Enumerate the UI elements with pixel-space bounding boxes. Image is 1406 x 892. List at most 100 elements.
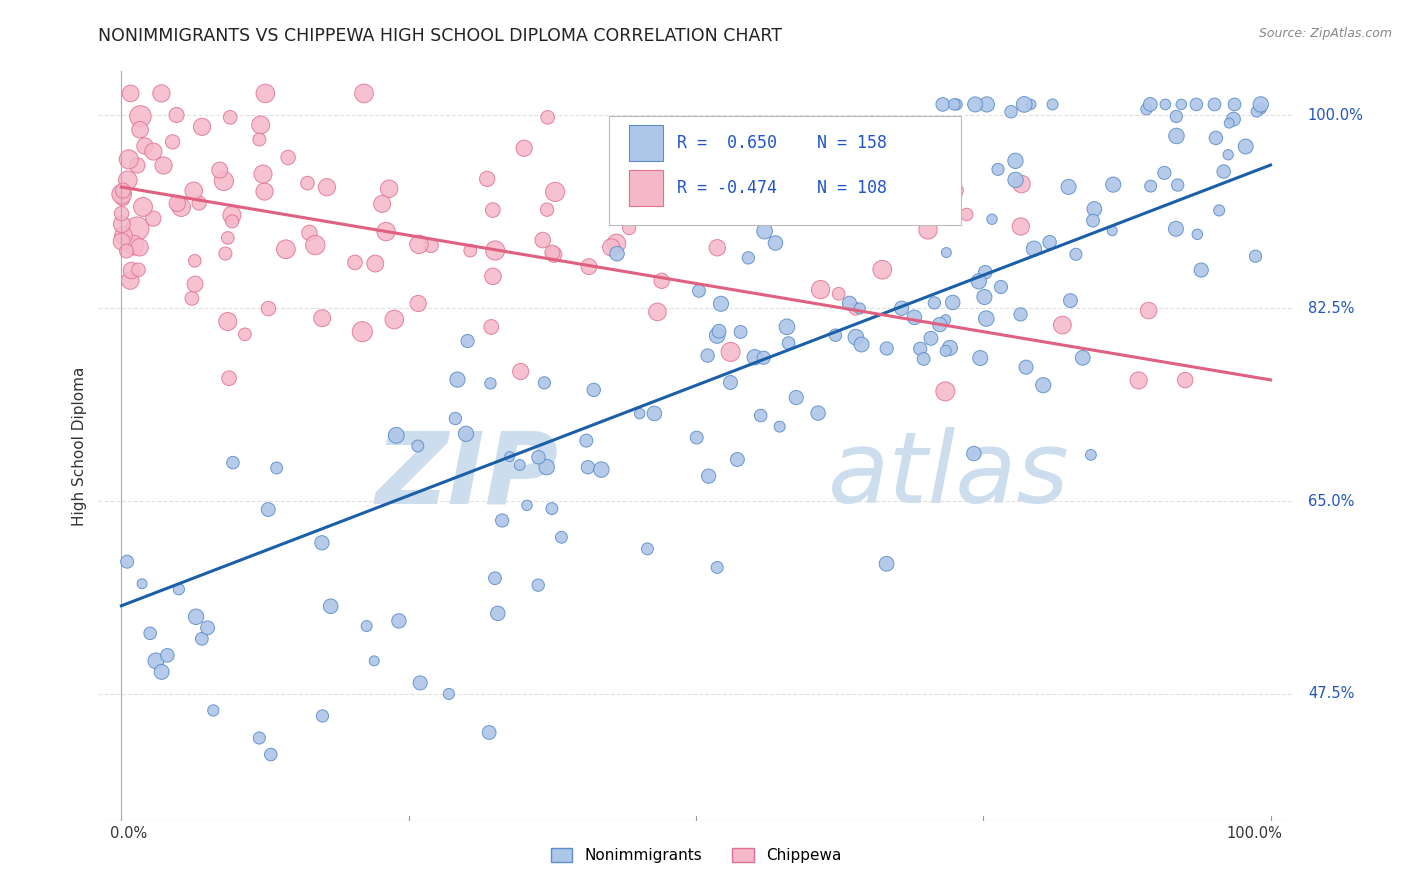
FancyBboxPatch shape [628, 125, 662, 161]
Point [536, 111, 558, 125]
Point [120, 87, 142, 101]
Point [810, 283, 832, 297]
Point [1218, 116, 1240, 130]
Point [848, 301, 870, 316]
Point [131, 576, 153, 591]
Point [943, 97, 966, 112]
Text: atlas: atlas [827, 427, 1069, 524]
Point [112, 185, 135, 199]
Point [409, 676, 432, 690]
Point [981, 212, 1004, 227]
Point [319, 599, 342, 614]
Point [527, 578, 550, 592]
Point [486, 607, 509, 621]
Point [202, 703, 225, 717]
Point [127, 221, 149, 235]
Point [343, 255, 366, 269]
Point [1167, 178, 1189, 192]
Point [479, 376, 502, 391]
Point [754, 224, 776, 238]
Point [406, 296, 429, 310]
Text: 47.5%: 47.5% [1308, 687, 1354, 701]
Point [1223, 97, 1246, 112]
Point [183, 184, 205, 198]
Point [605, 179, 627, 194]
Point [1250, 97, 1272, 112]
Point [1011, 177, 1033, 191]
Point [120, 273, 142, 287]
Point [208, 163, 231, 178]
Text: R =  0.650    N = 158: R = 0.650 N = 158 [676, 135, 887, 153]
Point [605, 236, 627, 251]
Point [375, 225, 398, 239]
Text: Source: ZipAtlas.com: Source: ZipAtlas.com [1258, 27, 1392, 40]
Point [686, 431, 709, 445]
Point [1234, 139, 1257, 153]
Point [1250, 102, 1272, 116]
Point [920, 331, 942, 345]
Point [696, 349, 718, 363]
Point [710, 297, 733, 311]
Point [388, 614, 411, 628]
Point [939, 341, 962, 355]
Point [1187, 227, 1209, 242]
Point [935, 245, 957, 260]
Point [437, 687, 460, 701]
Text: NONIMMIGRANTS VS CHIPPEWA HIGH SCHOOL DIPLOMA CORRELATION CHART: NONIMMIGRANTS VS CHIPPEWA HIGH SCHOOL DI… [98, 27, 782, 45]
Y-axis label: High School Diploma: High School Diploma [72, 367, 87, 525]
Point [725, 452, 748, 467]
Point [1218, 148, 1240, 162]
Point [188, 196, 211, 211]
Point [536, 202, 558, 217]
Point [274, 242, 297, 256]
Point [454, 426, 477, 441]
Point [1166, 110, 1188, 124]
Point [191, 120, 214, 134]
Point [785, 391, 807, 405]
Text: R = -0.474    N = 108: R = -0.474 N = 108 [676, 179, 887, 197]
Point [1042, 97, 1064, 112]
Point [576, 460, 599, 475]
Point [1010, 307, 1032, 321]
Point [778, 336, 800, 351]
Point [1004, 173, 1026, 187]
Point [249, 118, 271, 132]
Point [127, 158, 149, 172]
Point [509, 364, 531, 378]
Point [987, 162, 1010, 177]
Point [776, 319, 799, 334]
Point [1083, 202, 1105, 216]
Point [458, 244, 481, 258]
Point [636, 541, 658, 556]
Point [115, 555, 138, 569]
Point [935, 343, 957, 358]
Point [371, 197, 394, 211]
Point [1222, 112, 1244, 127]
Point [1022, 242, 1045, 256]
Point [120, 263, 142, 277]
Point [111, 187, 134, 202]
Point [769, 419, 792, 434]
Point [491, 513, 513, 527]
Point [838, 296, 860, 310]
Point [1205, 131, 1227, 145]
Point [112, 228, 135, 243]
Point [876, 557, 898, 571]
Point [1057, 180, 1080, 194]
Point [1081, 213, 1104, 227]
Point [651, 274, 673, 288]
Point [890, 301, 912, 316]
Point [720, 376, 742, 390]
Point [527, 450, 550, 465]
Point [142, 211, 165, 226]
Point [1004, 153, 1026, 168]
Point [1139, 179, 1161, 194]
Point [1128, 373, 1150, 387]
Point [145, 654, 167, 668]
Point [720, 345, 742, 359]
Point [942, 295, 965, 310]
Point [932, 97, 955, 112]
Point [967, 274, 990, 288]
Point [1208, 203, 1230, 218]
Point [257, 301, 280, 316]
